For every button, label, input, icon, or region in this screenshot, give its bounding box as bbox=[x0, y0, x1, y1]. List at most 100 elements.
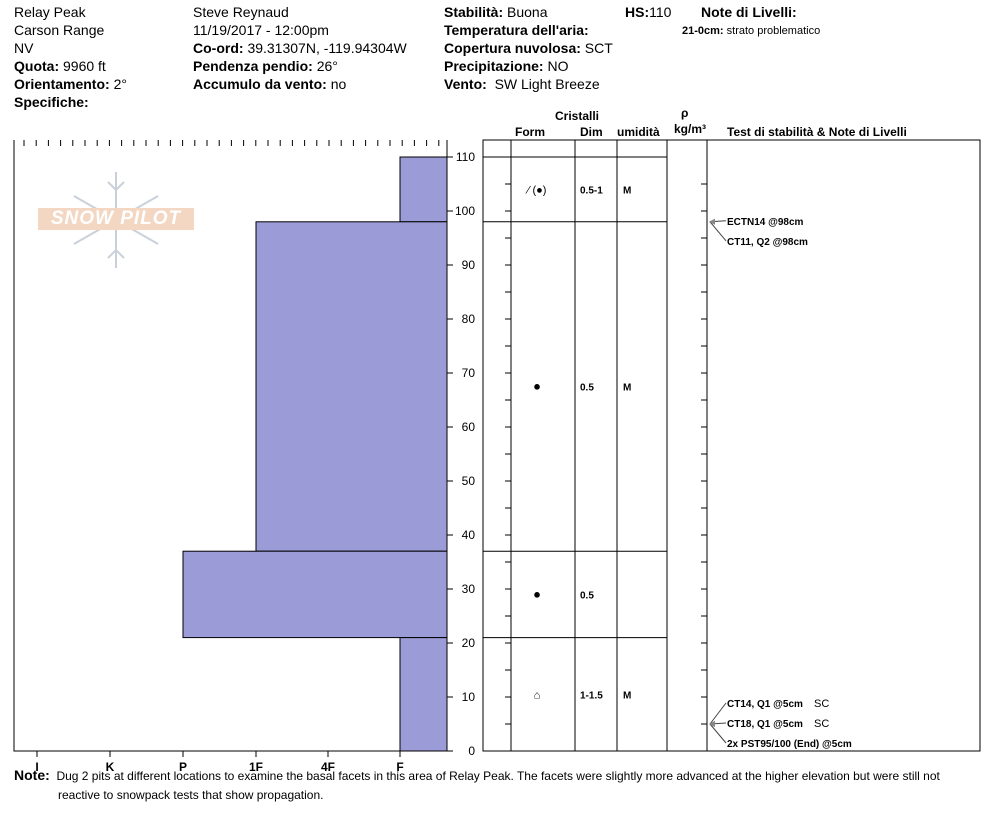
layer-notes-label: Note di Livelli: bbox=[701, 4, 797, 20]
grain-form: ● bbox=[533, 586, 541, 601]
grain-form: ⁄ (●) bbox=[525, 184, 547, 196]
hardness-label-1F: 1F bbox=[249, 760, 263, 774]
wind-load-label: Accumulo da vento: bbox=[193, 76, 327, 92]
elevation-label: Quota: bbox=[14, 58, 60, 74]
stability-test: ECTN14 @98cm bbox=[727, 217, 804, 228]
slope-value: 26° bbox=[316, 58, 338, 74]
layer-note: 21-0cm: strato problematico bbox=[682, 22, 820, 40]
chart-frame bbox=[13, 140, 448, 752]
grain-form: ⌂ bbox=[534, 689, 541, 701]
hardness-label-4F: 4F bbox=[321, 760, 335, 774]
grain-size: 0.5 bbox=[580, 590, 594, 601]
grain-size: 1-1.5 bbox=[580, 690, 603, 701]
state: NV bbox=[14, 40, 34, 56]
elevation: Quota: 9960 ft bbox=[14, 57, 106, 75]
slope: Pendenza pendio: 26° bbox=[193, 57, 338, 75]
specifics-label: Specifiche: bbox=[14, 94, 89, 110]
height-label: 50 bbox=[462, 474, 476, 488]
header-rho: ρ bbox=[681, 106, 689, 120]
stability-test: 2x PST95/100 (End) @5cm bbox=[727, 739, 852, 750]
header-dim: Dim bbox=[580, 125, 603, 139]
elevation-value: 9960 ft bbox=[63, 58, 106, 74]
height-label: 60 bbox=[462, 420, 476, 434]
header-moisture: umidità bbox=[617, 125, 660, 139]
layer-note-text: strato problematico bbox=[726, 25, 821, 37]
hs: HS:110 bbox=[625, 3, 671, 21]
note: Note: Dug 2 pits at different locations … bbox=[14, 766, 940, 785]
snowpilot-logo: SNOW PILOT bbox=[38, 170, 194, 270]
height-label: 30 bbox=[462, 582, 476, 596]
test-arrow bbox=[709, 221, 727, 242]
hardness-bar bbox=[255, 221, 448, 552]
moisture: M bbox=[623, 383, 631, 394]
sky: Copertura nuvolosa: SCT bbox=[444, 39, 613, 57]
stability-test: CT11, Q2 @98cm bbox=[727, 237, 808, 248]
test-fracture-character: SC bbox=[814, 698, 829, 710]
grain-size: 0.5-1 bbox=[580, 185, 603, 196]
height-label: 40 bbox=[462, 528, 476, 542]
stability-value: Buona bbox=[507, 4, 548, 20]
header-crystals: Cristalli bbox=[555, 109, 600, 123]
moisture: M bbox=[623, 185, 631, 196]
coord-value: 39.31307N, -119.94304W bbox=[247, 40, 407, 56]
hardness-bar bbox=[399, 156, 448, 223]
moisture: M bbox=[623, 690, 631, 701]
sky-label: Copertura nuvolosa: bbox=[444, 40, 581, 56]
location: Relay Peak bbox=[14, 4, 86, 20]
aspect-value: 2° bbox=[113, 76, 127, 92]
aspect-label: Orientamento: bbox=[14, 76, 110, 92]
note-label: Note: bbox=[14, 767, 50, 783]
stability-label: Stabilità: bbox=[444, 4, 504, 20]
header-tests: Test di stabilità & Note di Livelli bbox=[727, 125, 907, 139]
header-density: kg/m³ bbox=[674, 122, 707, 136]
coord-label: Co-ord: bbox=[193, 40, 244, 56]
wind-load: Accumulo da vento: no bbox=[193, 75, 346, 93]
coord: Co-ord: 39.31307N, -119.94304W bbox=[193, 39, 407, 57]
precip-value: NO bbox=[547, 58, 569, 74]
hardness-bar bbox=[399, 637, 448, 752]
height-label: 80 bbox=[462, 312, 476, 326]
wind-value: SW Light Breeze bbox=[494, 76, 600, 92]
observer: Steve Reynaud bbox=[193, 4, 289, 20]
grain-form: ● bbox=[533, 379, 541, 394]
height-label: 110 bbox=[456, 150, 475, 164]
aspect: Orientamento: 2° bbox=[14, 75, 127, 93]
test-arrow bbox=[709, 702, 727, 725]
stability-test: CT18, Q1 @5cm bbox=[727, 719, 803, 730]
test-arrow bbox=[709, 723, 727, 744]
sky-value: SCT bbox=[584, 40, 613, 56]
stability: Stabilità: Buona bbox=[444, 3, 548, 21]
datetime: 11/19/2017 - 12:00pm bbox=[193, 22, 329, 38]
height-label: 20 bbox=[462, 636, 476, 650]
height-label: 90 bbox=[462, 258, 476, 272]
hardness-label-P: P bbox=[179, 760, 187, 774]
wind-load-value: no bbox=[330, 76, 347, 92]
arrowhead-icon bbox=[709, 218, 715, 225]
table-frame bbox=[482, 139, 981, 752]
stability-test: CT14, Q1 @5cm bbox=[727, 699, 803, 710]
grain-size: 0.5 bbox=[580, 383, 594, 394]
range: Carson Range bbox=[14, 22, 105, 38]
test-fracture-character: SC bbox=[814, 718, 829, 730]
header-form: Form bbox=[515, 125, 545, 139]
hardness-bar bbox=[182, 550, 448, 639]
precip-label: Precipitazione: bbox=[444, 58, 544, 74]
precip: Precipitazione: NO bbox=[444, 57, 568, 75]
wind: Vento: SW Light Breeze bbox=[444, 75, 600, 93]
note-line1: Dug 2 pits at different locations to exa… bbox=[56, 769, 940, 783]
height-label: 0 bbox=[468, 744, 475, 758]
hardness-label-F: F bbox=[396, 760, 403, 774]
hs-label: HS: bbox=[625, 4, 650, 20]
note-line2: reactive to snowpack tests that show pro… bbox=[58, 788, 324, 802]
hs-value: 110 bbox=[649, 4, 672, 20]
arrowhead-icon bbox=[709, 721, 715, 727]
height-label: 70 bbox=[462, 366, 476, 380]
logo-text: SNOW PILOT bbox=[38, 208, 194, 230]
air-temp-label: Temperatura dell'aria: bbox=[444, 22, 589, 38]
height-label: 100 bbox=[455, 204, 475, 218]
layer-note-range: 21-0cm: bbox=[682, 25, 724, 37]
slope-label: Pendenza pendio: bbox=[193, 58, 313, 74]
hardness-label-I: I bbox=[35, 760, 38, 774]
